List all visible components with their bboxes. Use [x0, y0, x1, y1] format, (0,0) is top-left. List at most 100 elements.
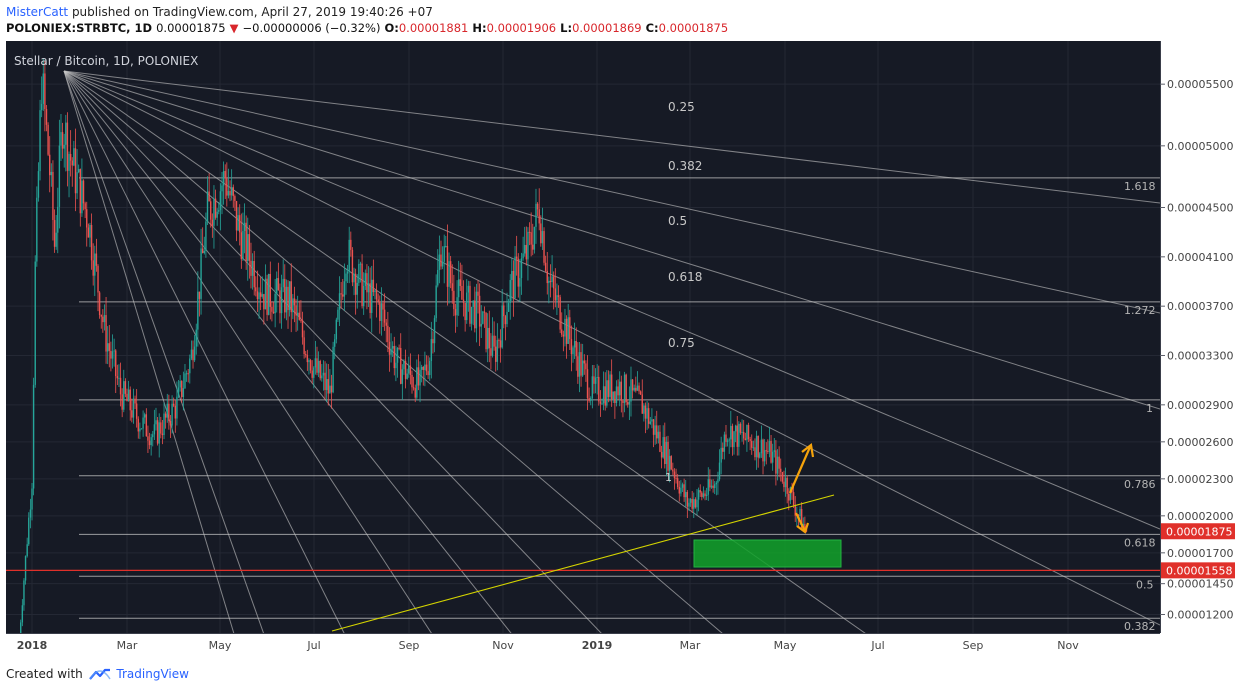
candle-body — [45, 108, 48, 125]
candle-body — [271, 306, 273, 312]
candle-body — [656, 425, 658, 439]
candle-body — [84, 203, 86, 210]
candle-body — [628, 401, 631, 405]
time-tick-label: Nov — [1057, 639, 1079, 652]
candle-body — [82, 180, 85, 204]
candle-body — [475, 291, 478, 329]
candle-body — [222, 171, 225, 186]
candle-body — [66, 122, 69, 171]
bearish-scenario-arrow-icon — [795, 512, 810, 534]
candle-body — [714, 484, 716, 489]
candle-body — [232, 187, 234, 197]
candle-body — [627, 402, 629, 405]
candle-body — [792, 492, 795, 505]
candle-body — [432, 339, 434, 344]
candle-body — [371, 279, 373, 313]
current-price-label-bg — [1161, 523, 1235, 540]
candle-body — [100, 314, 102, 317]
candle-body — [696, 499, 698, 508]
candle-body — [115, 350, 117, 377]
fib-fan-label: 0.25 — [668, 100, 695, 114]
candle-body — [288, 281, 291, 311]
candle-body — [499, 340, 502, 348]
candle-body — [330, 385, 333, 393]
candle-body — [725, 434, 727, 442]
candle-body — [477, 291, 479, 296]
candle-body — [380, 303, 383, 321]
candle-body — [670, 456, 672, 470]
candle-body — [429, 360, 431, 376]
candle-body — [285, 286, 288, 313]
candle-body — [767, 450, 769, 452]
plot-layer: 0.25 0.382 0.5 0.618 0.75 1.618 1.272 1 0.786 0.6… — [6, 41, 1160, 633]
candle-body — [356, 282, 358, 295]
candle-body — [412, 387, 415, 389]
candle-body — [420, 366, 423, 370]
down-arrow-icon: ▼ — [229, 21, 239, 35]
candle-body — [762, 439, 764, 462]
candle-body — [259, 292, 262, 297]
candle-body — [176, 396, 178, 419]
candle-body — [515, 256, 518, 259]
high-label: H: — [472, 21, 487, 35]
candle-body — [362, 285, 365, 307]
candle-body — [675, 478, 677, 480]
candle-body — [660, 451, 663, 458]
candle-body — [201, 248, 204, 254]
author-link[interactable]: MisterCatt — [6, 5, 69, 19]
candle-body — [641, 394, 643, 414]
candle-body — [398, 347, 400, 349]
candle-body — [610, 374, 613, 400]
time-tick-label: May — [209, 639, 232, 652]
candle-body — [77, 169, 80, 173]
candle-body — [147, 436, 149, 441]
candle-body — [647, 408, 650, 424]
candle-body — [457, 279, 460, 298]
candle-body — [375, 290, 378, 300]
candle-body — [680, 487, 682, 494]
candle-body — [730, 425, 732, 440]
candle-body — [55, 232, 57, 247]
candle-body — [435, 285, 437, 319]
price-chart[interactable]: 0.25 0.382 0.5 0.618 0.75 1.618 1.272 1 0.786 0.6… — [6, 41, 1236, 657]
price-tick-label: 0.00003700 — [1167, 300, 1233, 313]
price-tick-label: 0.00002900 — [1167, 399, 1233, 412]
candle-body — [305, 354, 307, 356]
candle-body — [734, 425, 737, 432]
price-tick-label: 0.00001200 — [1167, 609, 1233, 622]
candle-body — [705, 494, 708, 497]
candle-body — [89, 225, 91, 238]
candle-body — [44, 73, 46, 109]
candle-body — [520, 258, 523, 279]
price-tick-label: 0.00001450 — [1167, 578, 1233, 591]
candle-body — [572, 347, 574, 355]
candle-body — [164, 413, 167, 418]
candle-body — [678, 486, 680, 494]
price-tick-label: 0.00002600 — [1167, 436, 1233, 449]
candle-body — [588, 397, 590, 401]
candle-body — [311, 370, 313, 378]
candle-body — [230, 187, 233, 196]
chart-panel[interactable]: 0.25 0.382 0.5 0.618 0.75 1.618 1.272 1 0.786 0.6… — [6, 41, 1236, 657]
candle-body — [90, 225, 93, 261]
low-value: 0.00001869 — [572, 21, 642, 35]
candle-body — [158, 422, 160, 444]
candle-body — [409, 365, 412, 375]
candle-body — [683, 484, 685, 498]
candle-body — [445, 245, 447, 247]
candle-body — [501, 305, 503, 348]
candle-body — [689, 498, 692, 503]
candle-body — [267, 274, 270, 315]
tradingview-link[interactable]: TradingView — [116, 667, 189, 681]
candle-body — [649, 421, 652, 424]
candle-body — [400, 347, 402, 384]
candle-body — [134, 398, 136, 404]
candle-body — [34, 261, 36, 385]
candle-body — [391, 346, 394, 349]
candle-body — [26, 544, 28, 557]
candle-body — [372, 279, 375, 293]
candle-body — [242, 230, 244, 260]
candle-body — [319, 360, 321, 379]
fib-fan-label: 0.618 — [668, 270, 702, 284]
candle-body — [702, 493, 705, 497]
